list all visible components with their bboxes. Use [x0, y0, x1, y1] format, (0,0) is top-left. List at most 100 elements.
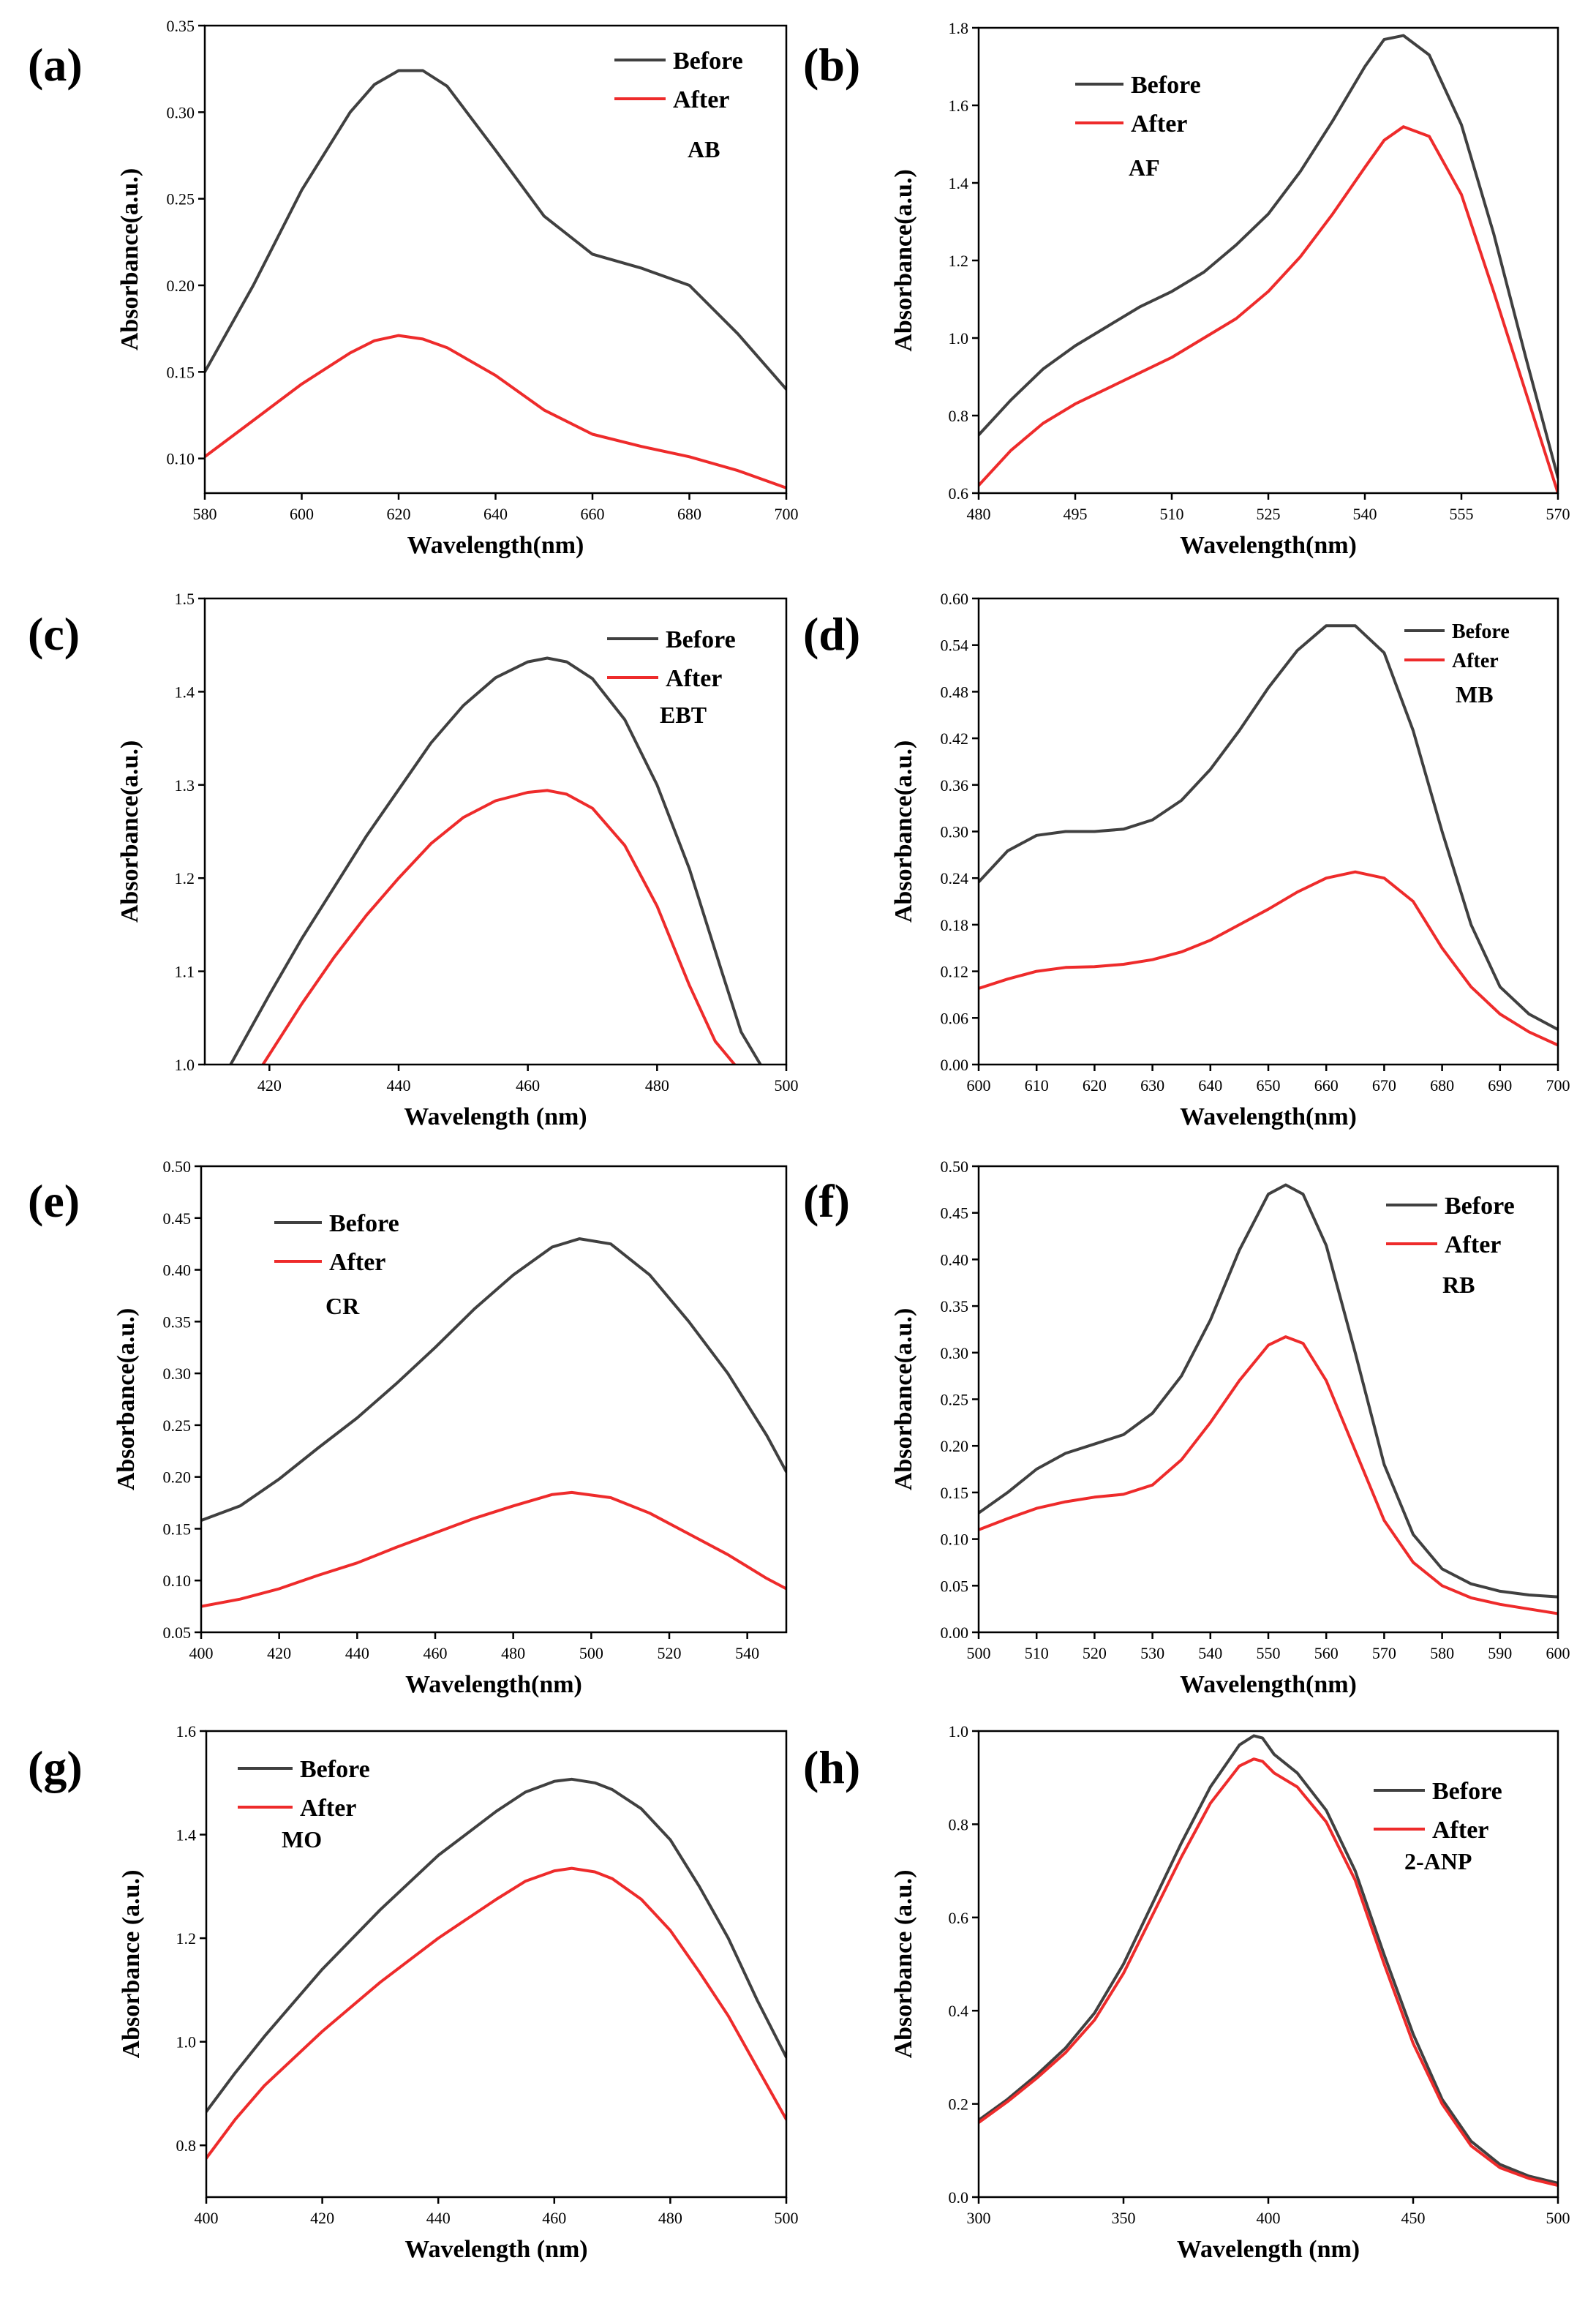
chart-panel-d: (d) 600 610 620 630 640 650 660 670 680 690 700 0.00…	[803, 590, 1570, 1130]
x-tick-label: 480	[501, 1644, 525, 1662]
x-tick-label: 350	[1112, 2209, 1136, 2227]
series-line-after	[205, 334, 786, 489]
x-tick-label: 400	[189, 1644, 214, 1662]
x-axis-title: Wavelength (nm)	[404, 1103, 587, 1130]
legend: Before After	[274, 1210, 399, 1276]
legend-label-after: After	[300, 1795, 356, 1822]
series-line-after	[979, 1335, 1558, 1615]
x-tick-label: 520	[658, 1644, 682, 1662]
series-line-before	[979, 1183, 1558, 1599]
legend-label-after: After	[1452, 650, 1499, 672]
x-tick-label: 480	[967, 505, 991, 523]
y-axis-title: Absorbance(a.u.)	[890, 740, 917, 923]
x-tick-label: 520	[1083, 1644, 1107, 1662]
legend-label-after: After	[673, 86, 729, 113]
x-tick-label: 525	[1257, 505, 1281, 523]
y-tick-label: 0.45	[163, 1209, 192, 1228]
y-tick-label: 0.40	[941, 1250, 969, 1269]
x-tick-label: 400	[1257, 2209, 1281, 2227]
series-line-after	[979, 1757, 1558, 2188]
y-tick-label: 0.15	[941, 1484, 969, 1502]
x-tick-label: 460	[542, 2209, 566, 2227]
dye-label: AB	[688, 136, 720, 162]
y-tick-label: 1.8	[949, 19, 969, 37]
legend: Before After	[1386, 1193, 1515, 1258]
x-tick-label: 640	[483, 505, 508, 523]
panel-label: (g)	[28, 1741, 83, 1793]
y-tick-label: 0.54	[941, 637, 969, 655]
y-tick-label: 1.2	[949, 252, 969, 270]
x-tick-label: 700	[1546, 1076, 1570, 1095]
panel-label: (b)	[803, 39, 860, 91]
chart-panel-e: (e) 400 420 440 460 480 500 520 540 0.05 0.10 0.15 0…	[28, 1157, 788, 1698]
x-tick-label: 670	[1372, 1076, 1396, 1095]
y-tick-label: 1.6	[176, 1722, 197, 1741]
y-tick-label: 0.15	[163, 1520, 192, 1538]
x-tick-label: 660	[581, 505, 605, 523]
series-line-before	[205, 69, 786, 391]
series-line-before	[206, 1777, 786, 2114]
x-tick-label: 540	[1353, 505, 1377, 523]
y-tick-label: 1.6	[949, 97, 969, 115]
chart-panel-c: (c) 420 440 460 480 500 1.0 1.1 1.2 1.3 1.4 1.5 Wave…	[28, 590, 799, 1130]
plot-frame	[200, 1165, 788, 1634]
x-tick-label: 600	[967, 1076, 991, 1095]
y-tick-label: 0.30	[167, 103, 195, 121]
legend-label-before: Before	[1445, 1193, 1515, 1220]
x-tick-label: 480	[645, 1076, 669, 1095]
y-tick-label: 0.35	[163, 1313, 192, 1331]
chart-panel-b: (b) 480 495 510 525 540 555 570 0.6 0.8 1.0 1.2 1.4 1…	[803, 19, 1570, 559]
legend: Before After	[1374, 1778, 1502, 1844]
x-tick-label: 540	[1198, 1644, 1222, 1662]
legend-label-after: After	[1445, 1231, 1501, 1258]
y-tick-label: 0.30	[163, 1365, 192, 1383]
x-tick-label: 560	[1314, 1644, 1339, 1662]
legend-label-before: Before	[1131, 72, 1201, 99]
panel-label: (f)	[803, 1175, 850, 1227]
y-axis-title: Absorbance (a.u.)	[118, 1870, 145, 2059]
y-tick-label: 0.8	[949, 1815, 969, 1833]
x-tick-label: 700	[775, 505, 799, 523]
x-tick-label: 400	[195, 2209, 219, 2227]
chart-panel-f: (f) 500 510 520 530 540 550 560 570 580 590 600 0.00…	[803, 1157, 1570, 1698]
dye-label: AF	[1129, 154, 1160, 181]
y-tick-label: 0.4	[949, 2002, 969, 2020]
x-tick-label: 420	[267, 1644, 291, 1662]
x-axis-title: Wavelength(nm)	[407, 532, 584, 559]
x-tick-label: 550	[1257, 1644, 1281, 1662]
legend-label-before: Before	[666, 626, 736, 653]
x-tick-label: 640	[1198, 1076, 1222, 1095]
panel-label: (e)	[28, 1175, 80, 1227]
legend-label-after: After	[1131, 110, 1187, 138]
x-tick-label: 600	[290, 505, 314, 523]
series-line-before	[979, 624, 1558, 1032]
x-axis-title: Wavelength(nm)	[1180, 532, 1357, 559]
y-tick-label: 0.60	[941, 590, 969, 608]
dye-label: MO	[282, 1826, 322, 1853]
series-line-before	[229, 656, 762, 1065]
y-tick-label: 0.20	[167, 277, 195, 295]
x-tick-label: 680	[1430, 1076, 1454, 1095]
y-tick-label: 0.15	[167, 363, 195, 381]
series-line-after	[206, 1866, 786, 2160]
x-axis-title: Wavelength(nm)	[1180, 1671, 1357, 1698]
x-tick-label: 555	[1450, 505, 1474, 523]
legend: Before After	[614, 48, 743, 113]
y-tick-label: 0.20	[941, 1437, 969, 1455]
legend-label-after: After	[329, 1249, 385, 1276]
legend-label-after: After	[1432, 1817, 1488, 1844]
series-line-after	[201, 1490, 786, 1608]
dye-label: 2-ANP	[1404, 1848, 1472, 1874]
x-tick-label: 680	[677, 505, 701, 523]
panel-label: (d)	[803, 608, 860, 660]
x-tick-label: 480	[658, 2209, 682, 2227]
series-line-before	[979, 34, 1558, 479]
y-tick-label: 0.50	[941, 1157, 969, 1176]
x-tick-label: 500	[967, 1644, 991, 1662]
legend-label-before: Before	[329, 1210, 399, 1237]
x-tick-label: 660	[1314, 1076, 1339, 1095]
y-tick-label: 1.1	[175, 963, 195, 981]
x-tick-label: 620	[387, 505, 411, 523]
x-tick-label: 630	[1140, 1076, 1164, 1095]
y-tick-label: 1.3	[175, 776, 195, 795]
